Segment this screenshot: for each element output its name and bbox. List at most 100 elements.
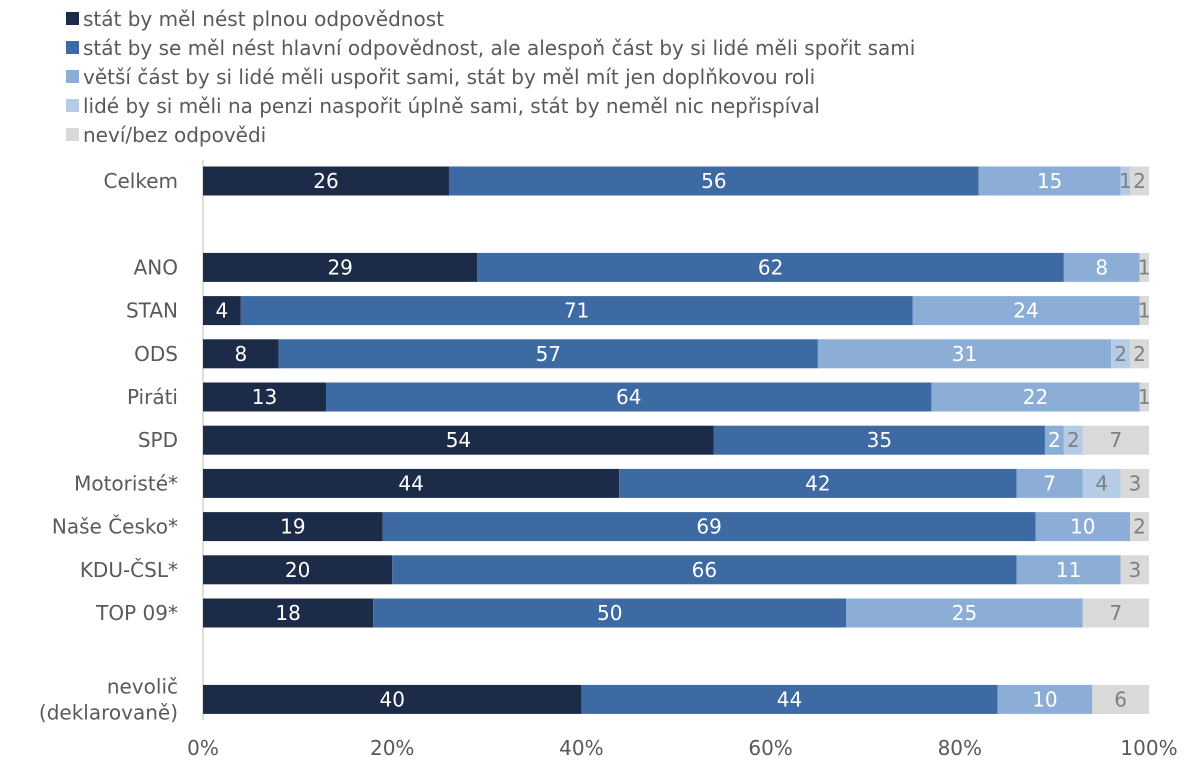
bar-segment xyxy=(203,382,326,412)
category-label: SPD xyxy=(138,428,178,452)
category-label: Naše Česko* xyxy=(52,515,178,539)
data-label: 10 xyxy=(1070,515,1095,539)
data-label: 24 xyxy=(1013,299,1038,323)
data-label: 1 xyxy=(1119,169,1132,193)
category-label: Motoristé* xyxy=(74,471,178,495)
bar-segment xyxy=(203,555,393,585)
legend-label: větší část by si lidé měli uspořit sami,… xyxy=(83,64,816,89)
bar-segment xyxy=(1120,166,1131,196)
data-label: 2 xyxy=(1114,342,1127,366)
category-label: Celkem xyxy=(104,169,178,193)
bar-segment xyxy=(1130,512,1149,542)
bar-segment xyxy=(1092,684,1149,714)
legend-item: neví/bez odpovědi xyxy=(66,120,915,149)
bar-segment xyxy=(203,339,279,369)
data-label: 44 xyxy=(398,471,423,495)
bar-segment xyxy=(203,296,241,326)
data-label: 2 xyxy=(1048,428,1061,452)
category-label: TOP 09* xyxy=(95,601,178,625)
bar-segment xyxy=(997,684,1093,714)
data-label: 71 xyxy=(564,299,589,323)
x-tick-label: 0% xyxy=(187,736,219,760)
bar-segment xyxy=(1130,339,1149,369)
data-label: 66 xyxy=(692,558,717,582)
legend-label: stát by se měl nést hlavní odpovědnost, … xyxy=(83,35,916,60)
data-label: 19 xyxy=(280,515,305,539)
data-label: 44 xyxy=(777,687,802,711)
category-label: Piráti xyxy=(127,385,178,409)
data-label: 1 xyxy=(1138,385,1151,409)
x-tick-label: 60% xyxy=(748,736,792,760)
bar-segment xyxy=(477,252,1064,282)
data-label: 22 xyxy=(1023,385,1048,409)
bar-segment xyxy=(1016,468,1083,498)
bar-segment xyxy=(1111,339,1131,369)
data-label: 40 xyxy=(379,687,404,711)
bar-segment xyxy=(817,339,1112,369)
legend-swatch xyxy=(66,70,79,83)
legend-item: větší část by si lidé měli uspořit sami,… xyxy=(66,62,915,91)
bar-segment xyxy=(203,684,582,714)
bar-segment xyxy=(1139,296,1149,326)
bar-segment xyxy=(373,598,847,628)
data-label: 69 xyxy=(696,515,721,539)
data-label: 31 xyxy=(952,342,977,366)
data-label: 62 xyxy=(758,255,783,279)
legend-label: lidé by si měli na penzi naspořit úplně … xyxy=(83,93,820,118)
bar-segment xyxy=(1120,555,1149,585)
bar-segment xyxy=(713,425,1045,455)
category-label: (deklarovaně) xyxy=(39,700,178,724)
x-tick-label: 40% xyxy=(559,736,603,760)
data-label: 35 xyxy=(867,428,892,452)
legend-item: stát by se měl nést hlavní odpovědnost, … xyxy=(66,33,915,62)
bar-segment xyxy=(203,166,449,196)
data-label: 42 xyxy=(805,471,830,495)
bar-segment xyxy=(1139,252,1149,282)
data-label: 7 xyxy=(1110,428,1123,452)
bar-segment xyxy=(382,512,1036,542)
bar-segment xyxy=(912,296,1140,326)
bar-segment xyxy=(1139,382,1149,412)
bar-segment xyxy=(203,512,383,542)
data-label: 18 xyxy=(275,601,300,625)
data-label: 7 xyxy=(1043,471,1056,495)
data-label: 8 xyxy=(1095,255,1108,279)
data-label: 25 xyxy=(952,601,977,625)
bar-segment xyxy=(1120,468,1149,498)
bar-segment xyxy=(203,468,620,498)
bar-segment xyxy=(581,684,998,714)
legend-item: lidé by si měli na penzi naspořit úplně … xyxy=(66,91,915,120)
bar-segment xyxy=(1016,555,1121,585)
category-label: KDU-ČSL* xyxy=(80,558,178,582)
data-label: 3 xyxy=(1128,558,1141,582)
bar-segment xyxy=(203,598,374,628)
data-label: 1 xyxy=(1138,299,1151,323)
bar-segment xyxy=(448,166,979,196)
bar-segment xyxy=(1082,425,1149,455)
bar-segment xyxy=(846,598,1083,628)
legend-swatch xyxy=(66,128,79,141)
data-label: 10 xyxy=(1032,687,1057,711)
data-label: 4 xyxy=(216,299,229,323)
data-label: 56 xyxy=(701,169,726,193)
x-tick-label: 100% xyxy=(1120,736,1177,760)
bar-segment xyxy=(278,339,818,369)
bar-segment xyxy=(931,382,1140,412)
data-label: 50 xyxy=(597,601,622,625)
data-label: 15 xyxy=(1037,169,1062,193)
data-label: 20 xyxy=(285,558,310,582)
data-label: 29 xyxy=(327,255,352,279)
bar-segment xyxy=(392,555,1017,585)
category-label: ODS xyxy=(134,342,178,366)
data-label: 6 xyxy=(1114,687,1127,711)
data-label: 8 xyxy=(234,342,247,366)
legend-label: stát by měl nést plnou odpovědnost xyxy=(83,6,444,31)
bar-segment xyxy=(1044,425,1064,455)
bar-segment xyxy=(1035,512,1131,542)
legend-swatch xyxy=(66,99,79,112)
x-tick-label: 80% xyxy=(938,736,982,760)
legend-item: stát by měl nést plnou odpovědnost xyxy=(66,4,915,33)
legend-label: neví/bez odpovědi xyxy=(83,122,267,147)
category-label: STAN xyxy=(126,299,178,323)
